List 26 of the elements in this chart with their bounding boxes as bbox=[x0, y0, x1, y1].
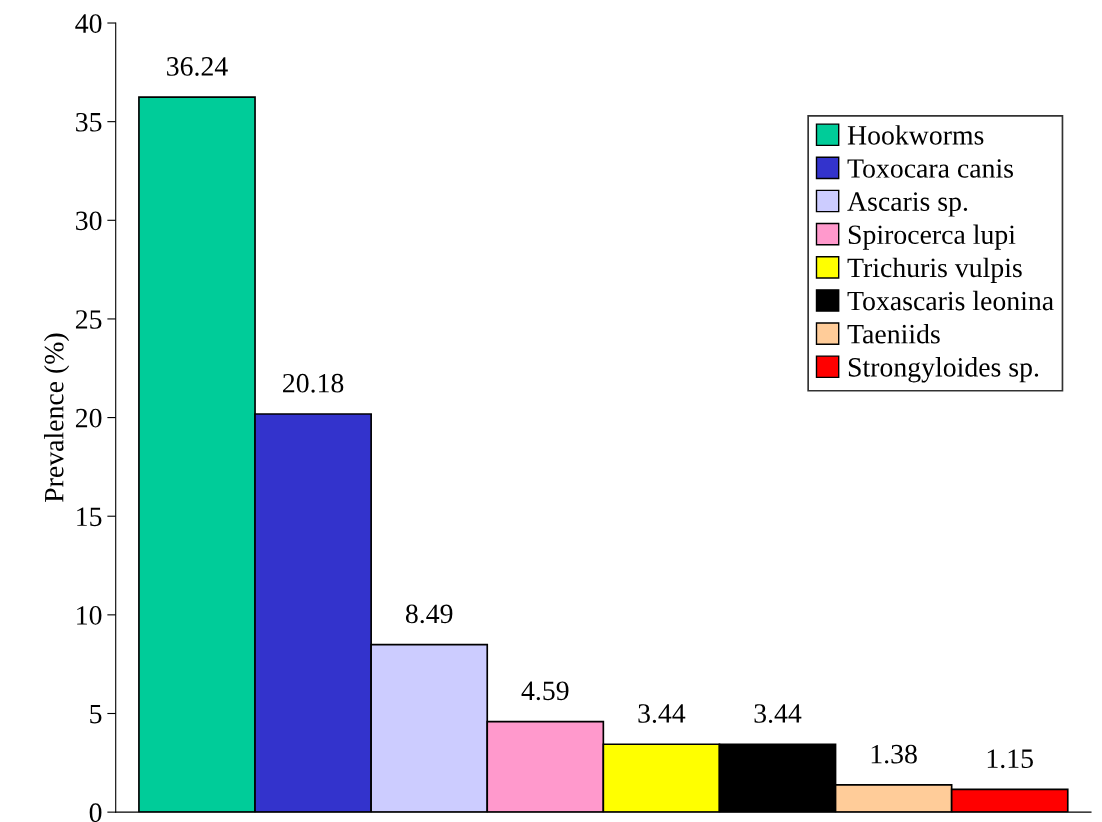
legend-label: Hookworms bbox=[847, 125, 984, 145]
data-label: 1.15 bbox=[987, 749, 1033, 769]
y-tick-label: 10 bbox=[77, 606, 102, 625]
legend-label: Ascaris sp. bbox=[847, 192, 968, 217]
y-tick-label: 25 bbox=[75, 310, 102, 329]
data-label: 4.59 bbox=[521, 681, 569, 701]
y-tick-label: 5 bbox=[90, 704, 102, 724]
data-label: 3.44 bbox=[638, 704, 686, 723]
data-label: 8.49 bbox=[405, 604, 453, 624]
legend-label: Spirocerca lupi bbox=[848, 224, 1016, 250]
y-tick-label: 30 bbox=[76, 211, 102, 231]
legend-label: Toxocara canis bbox=[847, 159, 1013, 178]
y-tick-label: 35 bbox=[76, 112, 102, 132]
legend-label: Trichuris vulpis bbox=[847, 257, 1022, 283]
data-label: 36.24 bbox=[167, 57, 228, 76]
data-label: 3.44 bbox=[754, 704, 802, 723]
y-tick-label: 20 bbox=[75, 408, 102, 428]
data-label: 20.18 bbox=[283, 373, 344, 393]
y-tick-label: 40 bbox=[75, 14, 102, 33]
data-label: 1.38 bbox=[871, 744, 917, 764]
legend-label: Toxascaris leonina bbox=[847, 290, 1054, 311]
legend-label: Strongyloides sp. bbox=[848, 357, 1039, 383]
y-tick-label: 0 bbox=[89, 803, 102, 822]
y-tick-label: 15 bbox=[77, 507, 102, 527]
legend-label: Taeniids bbox=[847, 323, 940, 344]
y-axis-title: Prevalence (%) bbox=[43, 333, 70, 502]
